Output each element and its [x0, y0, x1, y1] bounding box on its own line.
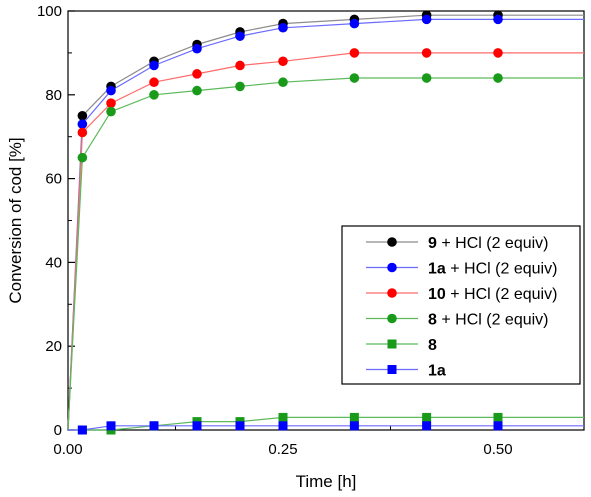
legend-label: 1a + HCl (2 equiv): [428, 261, 557, 278]
data-point-3-1: [77, 152, 88, 163]
data-point-3-4: [192, 85, 202, 96]
x-tick-label: 0.25: [268, 441, 297, 458]
data-point-2-9: [493, 48, 503, 58]
data-point-2-5: [235, 60, 245, 71]
y-tick-label: 20: [45, 338, 62, 355]
legend-label-compound: 8: [428, 337, 437, 354]
data-point-3-9: [493, 73, 503, 83]
legend-item: 10 + HCl (2 equiv): [366, 286, 557, 303]
y-tick-label: 0: [54, 422, 62, 439]
legend-box: [341, 225, 581, 385]
legend-marker: [387, 365, 397, 374]
legend-item: 8: [366, 337, 437, 354]
data-point-4-9: [493, 412, 503, 422]
data-point-2-4: [192, 69, 202, 79]
data-point-4-6: [278, 412, 288, 422]
data-point-1-4: [192, 43, 202, 54]
data-point-2-1: [77, 127, 88, 138]
legend-label: 1a: [428, 363, 446, 380]
data-point-4-7: [349, 412, 359, 422]
data-point-5-3: [149, 421, 159, 431]
legend-marker: [387, 313, 397, 324]
data-point-4-8: [422, 412, 432, 422]
data-point-3-8: [421, 73, 432, 83]
data-point-1-2: [106, 85, 116, 96]
legend-label-condition: + HCl (2 equiv): [437, 312, 549, 329]
legend-label-condition: + HCl (2 equiv): [446, 261, 558, 278]
y-tick-label: 40: [45, 254, 62, 271]
data-point-5-1: [77, 425, 87, 435]
legend-label-compound: 9: [428, 235, 437, 252]
legend-label-condition: + HCl (2 equiv): [446, 286, 558, 303]
data-point-3-6: [278, 77, 288, 88]
data-point-1-8: [421, 14, 432, 25]
data-point-3-3: [149, 90, 159, 100]
data-point-3-2: [106, 106, 116, 117]
x-tick-label: 0.00: [53, 441, 82, 458]
y-tick-label: 60: [45, 171, 62, 188]
legend-label: 9 + HCl (2 equiv): [428, 235, 549, 252]
data-point-5-6: [278, 421, 288, 431]
data-point-1-3: [149, 60, 159, 71]
data-point-2-6: [278, 56, 288, 67]
data-point-3-5: [235, 81, 245, 92]
data-point-2-8: [421, 48, 432, 58]
legend-item: 8 + HCl (2 equiv): [366, 312, 549, 329]
data-point-5-9: [493, 421, 503, 431]
data-point-5-8: [422, 421, 432, 431]
y-axis-title: Conversion of cod [%]: [6, 137, 25, 303]
legend-label-condition: + HCl (2 equiv): [437, 235, 549, 252]
data-point-5-4: [192, 421, 202, 431]
legend-marker: [387, 288, 397, 298]
legend-marker: [387, 237, 397, 247]
legend-marker: [387, 339, 397, 349]
data-point-0-1: [77, 110, 88, 121]
data-point-1-9: [493, 14, 503, 25]
data-point-1-1: [77, 119, 88, 129]
legend-label: 8: [428, 337, 437, 354]
data-point-5-5: [235, 421, 245, 431]
data-point-1-6: [278, 22, 288, 33]
data-point-2-2: [106, 98, 116, 108]
y-tick-label: 80: [45, 87, 62, 104]
data-point-5-7: [349, 421, 359, 431]
legend-label-compound: 10: [428, 286, 446, 303]
series-line-4: [68, 416, 584, 431]
legend-item: 9 + HCl (2 equiv): [366, 235, 549, 252]
data-point-2-3: [149, 77, 159, 88]
legend-marker: [387, 262, 397, 273]
legend-item: 1a: [366, 363, 446, 380]
x-axis-title: Time [h]: [296, 472, 357, 491]
legend-label: 10 + HCl (2 equiv): [428, 286, 557, 303]
legend-label-compound: 8: [428, 312, 437, 329]
legend-label: 8 + HCl (2 equiv): [428, 312, 549, 329]
data-point-2-7: [349, 48, 360, 58]
series-markers: [77, 10, 503, 435]
axis-ticks: 0 20 40 60 80 100 0.00 0.25 0.50: [37, 3, 513, 458]
legend-label-compound: 1a: [428, 261, 446, 278]
data-point-1-7: [349, 18, 360, 29]
legend-item: 1a + HCl (2 equiv): [366, 261, 557, 278]
x-tick-label: 0.50: [483, 441, 512, 458]
legend: 9 + HCl (2 equiv)1a + HCl (2 equiv)10 + …: [341, 225, 581, 385]
y-tick-label: 100: [37, 3, 62, 20]
legend-label-compound: 1a: [428, 363, 446, 380]
data-point-3-7: [349, 73, 360, 83]
data-point-5-2: [106, 421, 116, 431]
data-point-1-5: [235, 31, 245, 41]
